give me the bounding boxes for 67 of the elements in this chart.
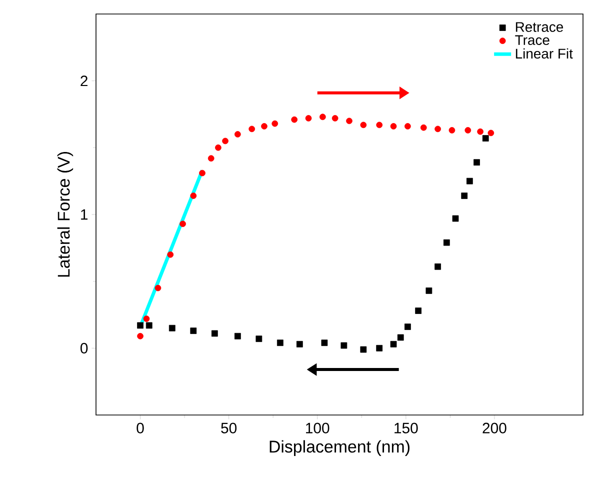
point <box>404 324 411 330</box>
point <box>426 288 432 294</box>
point <box>143 316 150 322</box>
y-tick-label: 2 <box>80 76 88 86</box>
legend-label: Trace <box>515 35 550 46</box>
point <box>332 115 338 122</box>
point <box>154 284 162 292</box>
point <box>448 127 456 134</box>
point <box>390 340 397 348</box>
y-tick-label: 0 <box>80 342 88 354</box>
point <box>461 192 468 199</box>
point <box>211 330 218 337</box>
point <box>466 178 473 184</box>
point <box>234 332 241 340</box>
point <box>248 126 256 132</box>
point <box>390 123 397 130</box>
point <box>276 340 284 346</box>
point <box>168 324 176 332</box>
point <box>420 124 427 131</box>
x-tick-label: 150 <box>394 422 418 434</box>
point <box>146 322 152 329</box>
point <box>256 336 262 342</box>
point <box>376 122 383 128</box>
point <box>137 332 144 340</box>
point <box>137 322 144 329</box>
point <box>272 120 278 127</box>
point <box>208 155 214 162</box>
y-axis-title: Lateral Force (V) <box>57 152 74 277</box>
point <box>346 118 352 124</box>
legend-label: Linear Fit <box>516 48 573 59</box>
x-tick-label: 50 <box>221 422 237 434</box>
point <box>291 116 298 123</box>
point <box>404 123 411 130</box>
x-tick-label: 0 <box>136 422 144 434</box>
point <box>443 239 450 246</box>
point <box>222 138 228 144</box>
point <box>397 334 404 341</box>
point <box>261 123 268 130</box>
point <box>482 135 489 142</box>
point <box>434 263 441 270</box>
point <box>190 192 197 199</box>
point <box>376 344 383 352</box>
point <box>199 170 206 176</box>
x-axis-title: Displacement (nm) <box>270 440 410 456</box>
point <box>477 128 484 135</box>
point <box>474 159 480 166</box>
point <box>321 340 328 346</box>
point <box>434 126 441 132</box>
point <box>215 144 222 151</box>
point <box>488 130 494 136</box>
point <box>190 328 197 334</box>
point <box>319 114 326 120</box>
x-tick-label: 100 <box>306 422 330 434</box>
point <box>234 131 241 138</box>
point <box>464 127 472 134</box>
point <box>452 215 459 222</box>
point <box>415 308 422 314</box>
point <box>167 251 174 258</box>
x-tick-label: 200 <box>482 422 506 434</box>
point <box>296 340 303 348</box>
point <box>360 122 367 128</box>
point <box>305 115 312 122</box>
point <box>360 346 367 353</box>
y-tick-label: 1 <box>81 209 88 220</box>
legend-label: Retrace <box>516 22 564 32</box>
point <box>180 220 186 228</box>
point <box>340 342 348 349</box>
